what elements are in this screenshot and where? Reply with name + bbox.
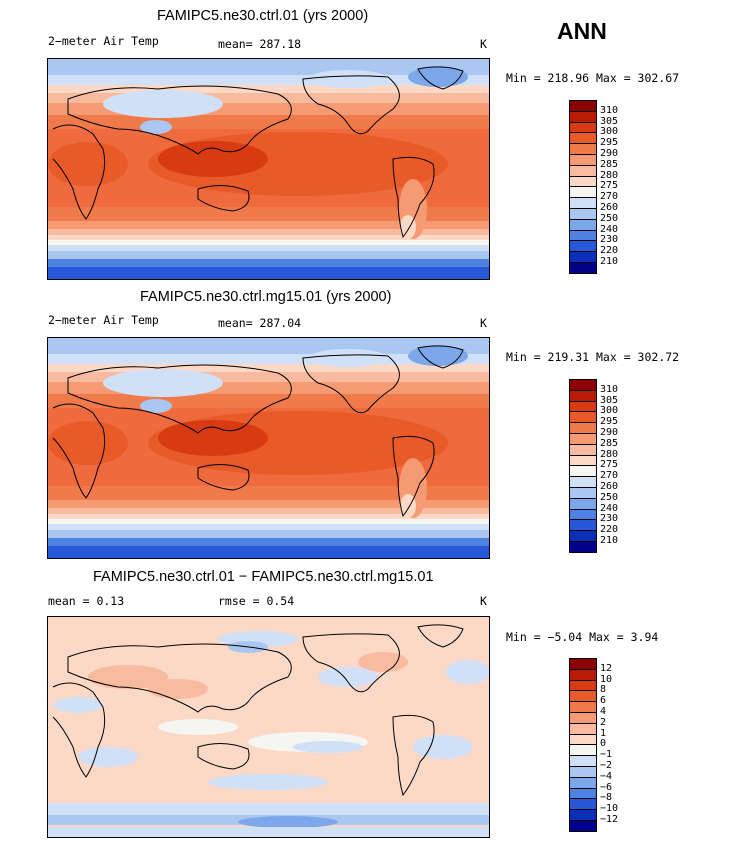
colorbar-tick-label: 230 (600, 513, 619, 525)
colorbar-tick-label: 275 (600, 459, 619, 471)
panel-3-map (47, 616, 490, 838)
panel-3-mean: mean = 0.13 (48, 594, 125, 608)
colorbar-tick-label: 10 (600, 673, 613, 685)
colorbar-tick-label: 270 (600, 470, 619, 482)
panel-1-minmax: Min = 218.96 Max = 302.67 (506, 71, 680, 85)
colorbar-tick-label: −12 (600, 814, 619, 825)
panel-1-colorbar: 310 305 300 295 290 285 280 275 270 260 250 240 230 2… (569, 100, 618, 274)
panel-1-map (47, 58, 490, 280)
colorbar-tick-label: 240 (600, 223, 619, 235)
panel-2-colorbar: 310 305 300 295 290 285 280 275 270 260 250 240 230 2… (569, 379, 618, 553)
colorbar-tick-label: 295 (600, 416, 619, 428)
colorbar-tick-label: 8 (600, 684, 607, 696)
colorbar-tick-label: 290 (600, 148, 619, 159)
colorbar-tick-label: −10 (600, 803, 619, 815)
panel-2-map (47, 337, 490, 559)
panel-2-mean: mean= 287.04 (218, 316, 302, 330)
colorbar-tick-label: 280 (600, 169, 619, 181)
panel-1-units: K (480, 37, 487, 51)
colorbar-tick-label: 290 (600, 427, 619, 438)
panel-3-units: K (480, 594, 487, 608)
colorbar-tick-label: 310 (600, 104, 619, 116)
colorbar-tick-label: 300 (600, 126, 619, 138)
colorbar-tick-label: 2 (600, 716, 607, 728)
season-label: ANN (557, 18, 607, 44)
colorbar-tick-label: 220 (600, 245, 619, 257)
panel-3-minmax: Min = −5.04 Max = 3.94 (506, 630, 659, 644)
colorbar-swatch (569, 820, 597, 832)
panel-2-variable: 2−meter Air Temp (48, 313, 159, 327)
colorbar-tick-label: 275 (600, 180, 619, 192)
colorbar-tick-label: 250 (600, 212, 619, 224)
colorbar-tick-label: 220 (600, 524, 619, 536)
colorbar-tick-label: 270 (600, 191, 619, 203)
colorbar-tick-label: 0 (600, 738, 607, 750)
colorbar-tick-label: 6 (600, 695, 607, 707)
panel-2-title: FAMIPC5.ne30.ctrl.mg15.01 (yrs 2000) (140, 289, 392, 305)
colorbar-tick-label: 1 (600, 727, 607, 739)
colorbar-tick-label: −6 (600, 781, 613, 793)
colorbar-tick-label: 260 (600, 202, 619, 213)
colorbar-tick-label: 285 (600, 158, 619, 170)
colorbar-tick-label: 210 (600, 256, 619, 267)
panel-1-mean: mean= 287.18 (218, 37, 302, 51)
colorbar-tick-label: −8 (600, 792, 613, 804)
panel-3-colorbar: 12 10 8 6 4 2 1 0 −1 −2 −4 −6 −8 −10 −12 (569, 658, 618, 832)
colorbar-swatch (569, 262, 597, 274)
colorbar-tick-label: −1 (600, 749, 613, 761)
panel-2-minmax: Min = 219.31 Max = 302.72 (506, 350, 680, 364)
panel-1-title: FAMIPC5.ne30.ctrl.01 (yrs 2000) (157, 8, 369, 24)
colorbar-tick-label: 295 (600, 137, 619, 149)
panel-3-title: FAMIPC5.ne30.ctrl.01 − FAMIPC5.ne30.ctrl… (93, 569, 434, 585)
colorbar-tick-label: 280 (600, 448, 619, 460)
panel-1-variable: 2−meter Air Temp (48, 34, 159, 48)
colorbar-tick-label: −2 (600, 760, 613, 771)
panel-2-units: K (480, 316, 487, 330)
colorbar-tick-label: 250 (600, 491, 619, 503)
colorbar-tick-label: 310 (600, 383, 619, 395)
panel-3-rmse: rmse = 0.54 (218, 594, 295, 608)
colorbar-tick-label: 305 (600, 115, 619, 127)
colorbar-tick-label: 230 (600, 234, 619, 246)
colorbar-tick-label: 4 (600, 706, 607, 717)
colorbar-tick-label: −4 (600, 770, 613, 782)
colorbar-swatch (569, 541, 597, 553)
colorbar-tick-label: 240 (600, 502, 619, 514)
colorbar-tick-label: 305 (600, 394, 619, 406)
colorbar-tick-label: 285 (600, 437, 619, 449)
colorbar-tick-label: 300 (600, 405, 619, 417)
colorbar-tick-label: 210 (600, 535, 619, 546)
colorbar-tick-label: 260 (600, 481, 619, 492)
colorbar-tick-label: 12 (600, 662, 613, 674)
